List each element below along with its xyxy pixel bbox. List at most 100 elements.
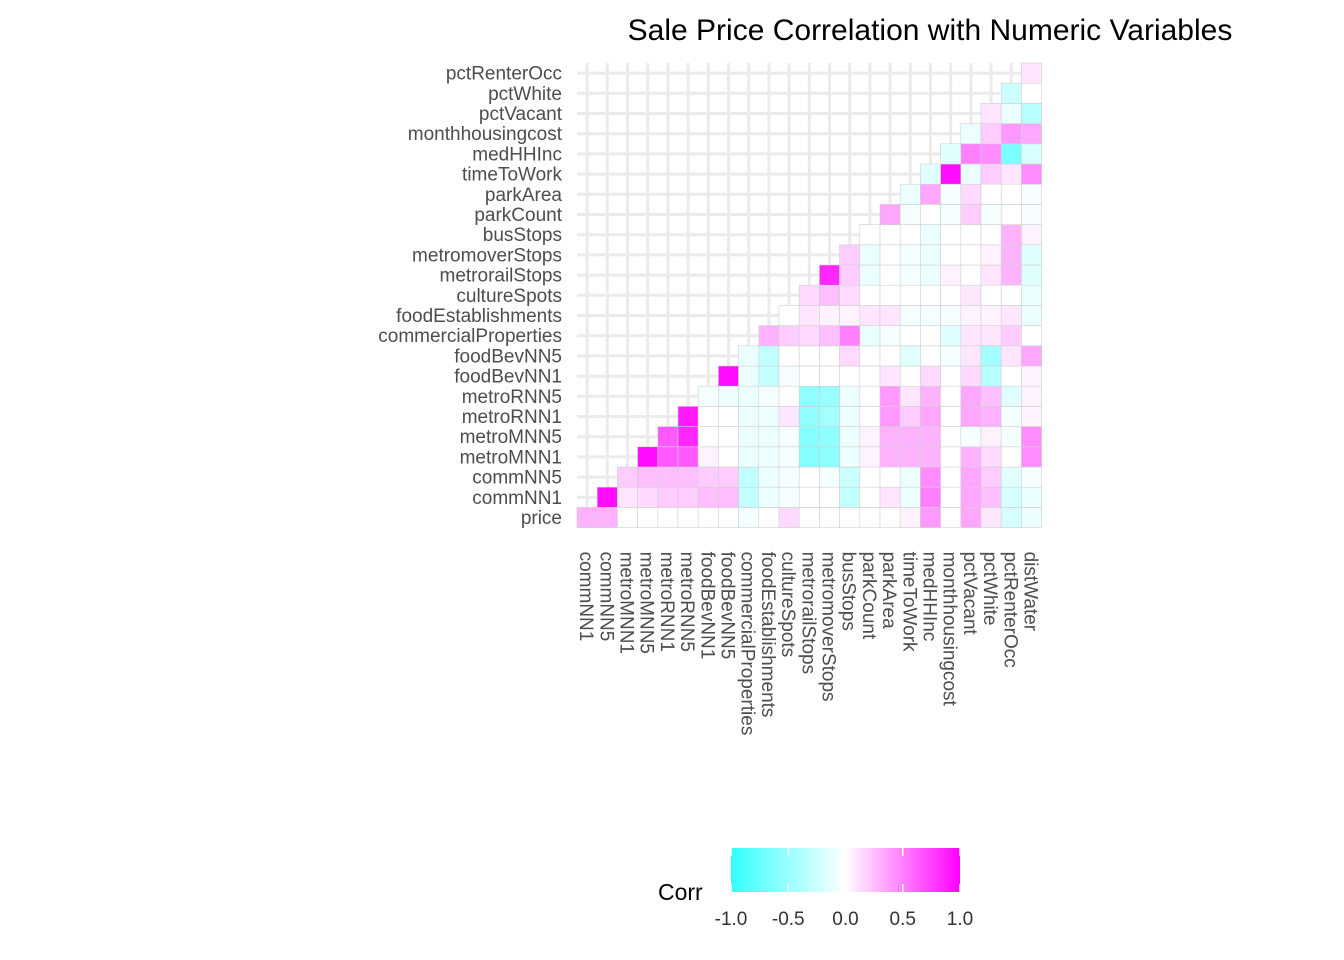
heatmap-cell — [960, 345, 982, 367]
heatmap-cell — [576, 507, 598, 528]
heatmap-cell — [718, 446, 739, 468]
heatmap-cell — [1000, 446, 1022, 468]
heatmap-cell — [1021, 284, 1042, 306]
heatmap-cell — [819, 345, 840, 367]
heatmap-cell — [1021, 244, 1042, 266]
heatmap-cell — [758, 385, 780, 407]
heatmap-cell — [859, 466, 881, 488]
heatmap-cell — [980, 385, 1002, 407]
heatmap-cell — [677, 406, 699, 427]
heatmap-cell — [1000, 82, 1022, 104]
heatmap-cell — [859, 486, 881, 508]
heatmap-cell — [819, 406, 840, 427]
heatmap-cell — [839, 466, 861, 488]
heatmap-cell — [980, 163, 1002, 185]
heatmap-cell — [980, 103, 1002, 124]
y-tick-label: cultureSpots — [456, 286, 562, 307]
x-tick-label: commNN5 — [595, 552, 616, 642]
heatmap-cell — [940, 224, 962, 246]
heatmap-cell — [1021, 62, 1042, 84]
heatmap-cell — [1000, 163, 1022, 185]
y-tick-label: metroRNN5 — [462, 387, 562, 408]
legend-tick-label: 0.0 — [832, 909, 858, 930]
heatmap-cell — [879, 204, 901, 225]
heatmap-cell — [718, 385, 739, 407]
heatmap-cell — [879, 284, 901, 306]
heatmap-cell — [798, 426, 820, 448]
heatmap-cell — [980, 406, 1002, 427]
heatmap-cell — [980, 345, 1002, 367]
heatmap-cell — [798, 345, 820, 367]
heatmap-cells — [576, 62, 1042, 528]
heatmap-cell — [1021, 325, 1042, 347]
heatmap-cell — [1021, 406, 1042, 427]
heatmap-cell — [920, 345, 941, 367]
heatmap-cell — [1021, 446, 1042, 468]
heatmap-cell — [859, 264, 881, 286]
heatmap-cell — [718, 365, 739, 387]
heatmap-cell — [960, 244, 982, 266]
heatmap-cell — [1000, 103, 1022, 124]
heatmap-cell — [758, 325, 780, 347]
heatmap-cell — [940, 426, 962, 448]
heatmap-cell — [899, 507, 921, 528]
heatmap-cell — [899, 365, 921, 387]
heatmap-cell — [960, 123, 982, 145]
heatmap-cell — [778, 426, 800, 448]
heatmap-cell — [819, 284, 840, 306]
x-tick-label: distWater — [1020, 552, 1041, 632]
heatmap-cell — [899, 244, 921, 266]
heatmap-cell — [899, 406, 921, 427]
heatmap-cell — [960, 426, 982, 448]
heatmap-cell — [778, 486, 800, 508]
x-tick-label: pctRenterOcc — [999, 552, 1020, 668]
heatmap-cell — [859, 244, 881, 266]
heatmap-cell — [697, 406, 719, 427]
heatmap-cell — [819, 466, 840, 488]
heatmap-cell — [798, 446, 820, 468]
x-tick-label: metroMNN5 — [636, 552, 657, 654]
heatmap-cell — [677, 446, 699, 468]
heatmap-cell — [879, 385, 901, 407]
heatmap-cell — [1021, 507, 1042, 528]
heatmap-cell — [758, 507, 780, 528]
heatmap-cell — [899, 486, 921, 508]
y-tick-label: metroRNN1 — [462, 407, 562, 428]
y-tick-label: timeToWork — [462, 165, 562, 186]
heatmap-cell — [879, 325, 901, 347]
heatmap-cell — [718, 507, 739, 528]
heatmap-cell — [738, 446, 760, 468]
heatmap-cell — [1021, 82, 1042, 104]
heatmap-cell — [859, 507, 881, 528]
heatmap-cell — [1000, 507, 1022, 528]
heatmap-cell — [859, 385, 881, 407]
heatmap-cell — [879, 406, 901, 427]
x-tick-label: metromoverStops — [818, 552, 839, 702]
heatmap-cell — [839, 365, 861, 387]
y-tick-label: pctWhite — [488, 84, 562, 105]
x-tick-label: foodEstablishments — [757, 552, 778, 718]
y-tick-label: monthhousingcost — [408, 124, 563, 145]
heatmap-cell — [859, 305, 881, 326]
y-tick-label: foodEstablishments — [396, 306, 562, 327]
heatmap-cell — [1000, 466, 1022, 488]
heatmap-cell — [960, 385, 982, 407]
y-tick-label: price — [521, 508, 562, 529]
y-tick-label: commNN1 — [472, 488, 562, 509]
heatmap-cell — [879, 507, 901, 528]
heatmap-cell — [879, 264, 901, 286]
heatmap-cell — [980, 365, 1002, 387]
y-tick-label: metroMNN1 — [460, 447, 562, 468]
heatmap-cell — [920, 284, 941, 306]
heatmap-cell — [637, 466, 659, 488]
heatmap-cell — [940, 305, 962, 326]
heatmap-cell — [899, 204, 921, 225]
heatmap-cell — [637, 446, 659, 468]
heatmap-cell — [960, 507, 982, 528]
y-axis-tick-labels: pricecommNN1commNN5metroMNN1metroMNN5met… — [378, 64, 562, 529]
heatmap-cell — [657, 446, 679, 468]
x-tick-label: monthhousingcost — [939, 552, 960, 707]
heatmap-cell — [1021, 123, 1042, 145]
heatmap-cell — [1021, 345, 1042, 367]
